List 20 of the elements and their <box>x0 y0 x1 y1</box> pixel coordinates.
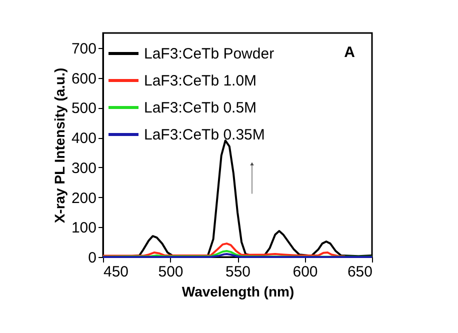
y-axis-title: X-ray PL Intensity (a.u.) <box>51 68 68 224</box>
x-tick-label: 550 <box>225 264 251 280</box>
y-tick-label: 300 <box>71 160 96 177</box>
annotation: A <box>344 44 356 61</box>
x-axis-title: Wavelength (nm) <box>182 284 294 300</box>
legend-label: LaF3:CeTb 0.5M <box>144 100 257 116</box>
y-tick-label: 700 <box>71 40 96 58</box>
y-tick-label: 0 <box>88 250 96 266</box>
x-tick-label: 650 <box>347 264 372 280</box>
x-tick-label: 600 <box>292 264 318 280</box>
y-tick-label: 200 <box>71 190 96 207</box>
x-tick-label: 450 <box>104 264 129 280</box>
y-tick-label: 600 <box>71 70 96 88</box>
legend-label: LaF3:CeTb 1.0M <box>144 72 257 90</box>
y-tick-label: 400 <box>71 130 96 148</box>
x-tick-label: 500 <box>158 264 184 280</box>
legend-label: LaF3:CeTb Powder <box>144 46 274 62</box>
y-tick-label: 500 <box>71 100 96 118</box>
y-tick-label: 100 <box>71 220 96 237</box>
legend-label: LaF3:CeTb 0.35M <box>144 126 265 144</box>
